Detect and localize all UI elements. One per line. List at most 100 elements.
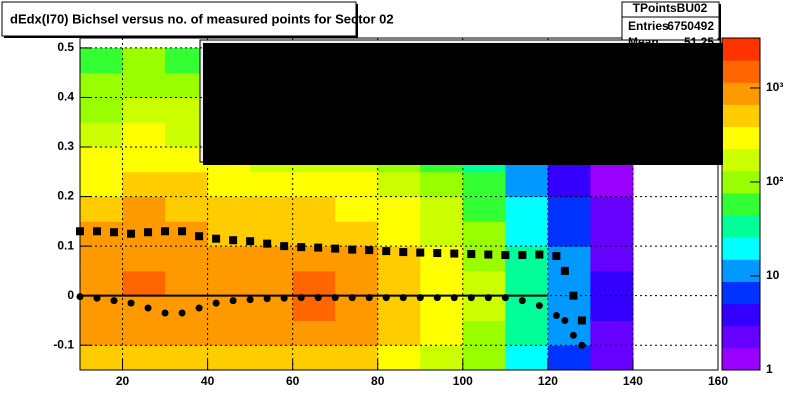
- marker-square: [246, 237, 255, 246]
- marker-square: [535, 250, 544, 259]
- stats-title: TPointsBU02: [633, 1, 708, 15]
- x-tick-label: 100: [453, 374, 473, 388]
- palette-band: [722, 38, 760, 61]
- stats-value: 6750492: [667, 19, 714, 33]
- marker-circle: [195, 304, 203, 312]
- heatmap-cell: [165, 171, 209, 198]
- x-tick-label: 120: [538, 374, 558, 388]
- z-tick-label: 10²: [766, 174, 783, 188]
- heatmap-cell: [122, 196, 166, 222]
- heatmap-cell: [250, 270, 294, 297]
- stats-label: RMS y: [628, 83, 665, 97]
- palette-band: [722, 126, 760, 150]
- marker-square: [280, 242, 289, 251]
- stats-value: 0.1371: [677, 83, 714, 97]
- heatmap-cell: [165, 345, 209, 371]
- marker-circle: [127, 299, 135, 307]
- palette-band: [722, 259, 760, 282]
- marker-square: [467, 250, 476, 259]
- heatmap-cell: [207, 295, 251, 321]
- heatmap-cell: [462, 345, 506, 371]
- heatmap-cell: [122, 270, 166, 297]
- y-tick-label: 0.3: [57, 139, 74, 153]
- heatmap-cell: [462, 196, 506, 222]
- marker-square: [195, 232, 204, 241]
- palette-frame: [721, 37, 761, 371]
- heatmap-cell: [590, 196, 634, 222]
- heatmap-cell: [590, 345, 634, 371]
- marker-circle: [229, 297, 237, 305]
- heatmap-cell: [292, 270, 336, 297]
- heatmap-cell: [590, 295, 634, 321]
- heatmap-cell: [207, 196, 251, 222]
- heatmap-cell: [547, 221, 591, 247]
- heatmap-cell: [547, 171, 591, 198]
- heatmap-cell: [590, 270, 634, 297]
- heatmap-cell: [80, 345, 124, 371]
- heatmap-cell: [122, 246, 166, 272]
- marker-circle: [399, 294, 407, 302]
- heatmap-cell: [505, 320, 549, 346]
- x-tick-label: 40: [201, 374, 215, 388]
- marker-circle: [212, 299, 220, 307]
- palette-band: [722, 60, 760, 83]
- heatmap-cell: [590, 171, 634, 198]
- marker-circle: [93, 294, 101, 302]
- marker-circle: [280, 294, 288, 302]
- marker-circle: [297, 294, 305, 302]
- heatmap-cell: [250, 320, 294, 346]
- heatmap-cell: [80, 72, 124, 98]
- legend-label: σ(@76cm) = 8.53%: [325, 110, 648, 151]
- heatmap-cell: [335, 221, 379, 247]
- legend: μ = -0.58 +/- 0.01 % σ(@76cm) = 8.53%: [218, 49, 653, 151]
- heatmap-cell: [462, 171, 506, 198]
- palette-band: [722, 170, 760, 194]
- y-tick-label: -0.1: [53, 337, 74, 351]
- heatmap-cell: [377, 221, 421, 247]
- heatmap-cell: [505, 246, 549, 272]
- heatmap-cell: [292, 171, 336, 198]
- heatmap-cell: [165, 320, 209, 346]
- stats-label: Mean: [628, 35, 659, 49]
- marker-square: [501, 251, 510, 260]
- marker-circle: [110, 297, 118, 305]
- marker-circle: [467, 294, 475, 302]
- heatmap-cell: [80, 122, 124, 148]
- marker-circle: [569, 331, 577, 339]
- marker-circle: [161, 309, 169, 317]
- heatmap-cell: [80, 320, 124, 346]
- marker-circle: [178, 309, 186, 317]
- marker-square: [484, 250, 493, 259]
- heatmap-cell: [377, 171, 421, 198]
- heatmap-cell: [420, 270, 464, 297]
- heatmap-cell: [122, 47, 166, 74]
- heatmap-cell: [80, 171, 124, 198]
- x-tick-label: 80: [371, 374, 385, 388]
- z-tick-label: 10: [766, 268, 780, 282]
- heatmap-cell: [80, 196, 124, 222]
- heatmap-cell: [250, 196, 294, 222]
- heatmap-cell: [462, 320, 506, 346]
- heatmap-cell: [250, 246, 294, 272]
- heatmap-cell: [207, 171, 251, 198]
- x-tick-label: 20: [116, 374, 130, 388]
- heatmap-cell: [335, 345, 379, 371]
- legend-label: μ = -0.58 +/- 0.01 %: [325, 49, 653, 90]
- marker-square: [212, 234, 221, 243]
- heatmap-cell: [207, 345, 251, 371]
- marker-square: [110, 228, 119, 237]
- palette-band: [722, 237, 760, 260]
- legend-shadow: [203, 43, 723, 165]
- heatmap-cell: [122, 122, 166, 148]
- x-tick-label: 60: [286, 374, 300, 388]
- heatmap-cell: [547, 270, 591, 297]
- marker-square: [178, 227, 187, 236]
- heatmap-cell: [122, 97, 166, 123]
- marker-circle: [501, 294, 509, 302]
- stats-value: 0.04493: [671, 51, 715, 65]
- heatmap-cell: [80, 47, 124, 74]
- marker-circle: [365, 294, 373, 302]
- y-tick-label: 0.4: [57, 90, 74, 104]
- marker-square: [569, 291, 578, 300]
- marker-square: [76, 227, 84, 236]
